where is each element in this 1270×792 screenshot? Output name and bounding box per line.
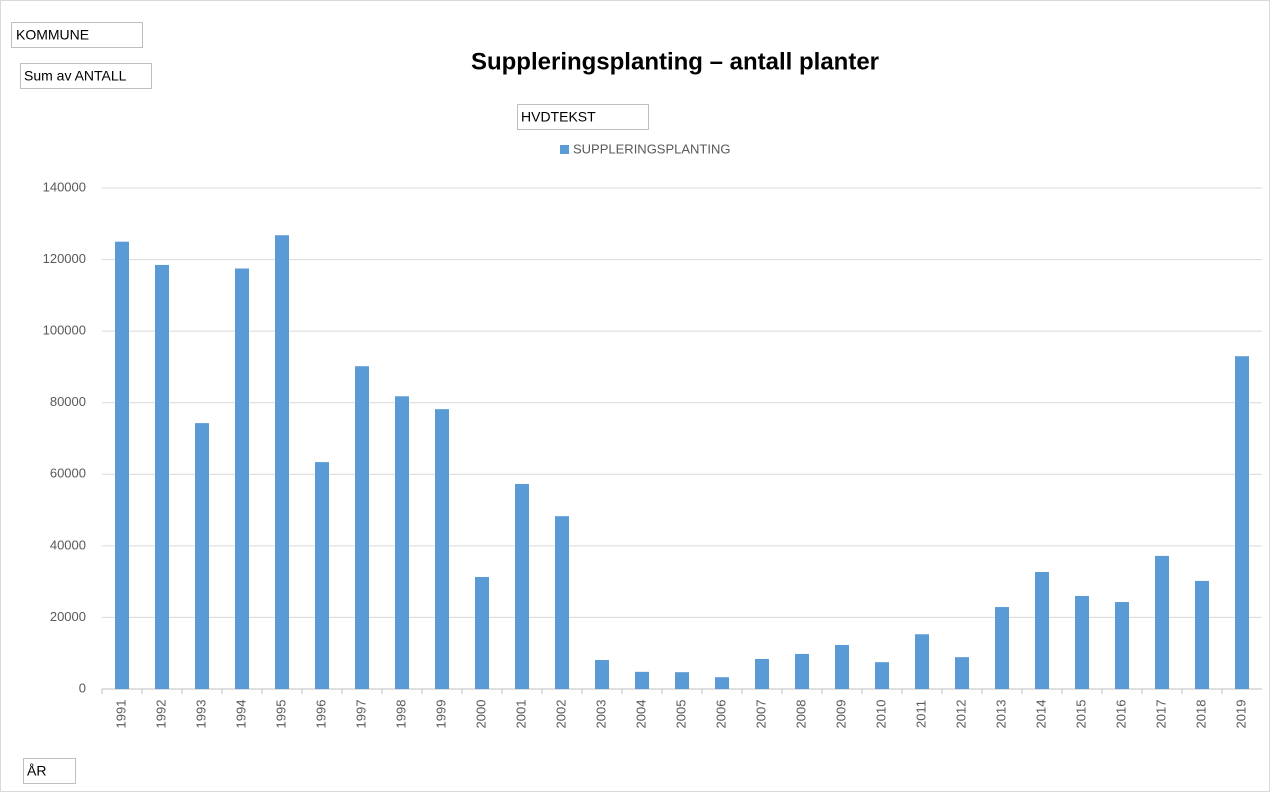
bar: [435, 409, 449, 689]
y-tick-label: 100000: [43, 323, 86, 338]
bar: [235, 268, 249, 689]
bar: [555, 516, 569, 689]
bar: [1115, 602, 1129, 689]
bar: [155, 264, 169, 689]
x-tick-label: 2015: [1073, 700, 1088, 729]
y-tick-label: 140000: [43, 179, 86, 194]
x-tick-label: 2002: [553, 700, 568, 729]
x-tick-label: 2013: [993, 700, 1008, 729]
bar: [275, 235, 289, 690]
x-tick-label: 2016: [1113, 700, 1128, 729]
y-tick-label: 60000: [50, 466, 86, 481]
bar: [915, 634, 929, 689]
x-tick-label: 2007: [753, 700, 768, 729]
x-tick-label: 2017: [1153, 700, 1168, 729]
x-tick-label: 1991: [113, 700, 128, 729]
x-tick-label: 1994: [233, 700, 248, 729]
bar: [715, 677, 729, 689]
x-tick-label: 1997: [353, 700, 368, 729]
x-tick-label: 1999: [433, 700, 448, 729]
x-tick-label: 2000: [473, 700, 488, 729]
y-tick-label: 40000: [50, 537, 86, 552]
bar: [835, 644, 849, 689]
x-tick-label: 2018: [1193, 700, 1208, 729]
bar: [1075, 595, 1089, 689]
bar: [515, 483, 529, 689]
bar: [1035, 571, 1049, 689]
bar: [315, 462, 329, 689]
x-tick-label: 2004: [633, 700, 648, 729]
bar: [795, 653, 809, 689]
x-tick-label: 2011: [913, 700, 928, 728]
bar: [355, 366, 369, 689]
x-tick-label: 2014: [1033, 700, 1048, 729]
value-field-label: Sum av ANTALL: [24, 68, 127, 84]
bar: [675, 672, 689, 689]
y-tick-label: 80000: [50, 394, 86, 409]
bar: [635, 671, 649, 689]
x-tick-label: 2008: [793, 700, 808, 729]
chart-title: Suppleringsplanting – antall planter: [471, 48, 879, 75]
x-tick-label: 1996: [313, 700, 328, 729]
bar: [1195, 580, 1209, 689]
x-tick-label: 1995: [273, 700, 288, 729]
bar: [995, 607, 1009, 689]
x-tick-label: 2010: [873, 700, 888, 729]
legend-label: SUPPLERINGSPLANTING: [573, 141, 731, 156]
bar: [955, 657, 969, 689]
x-tick-label: 2006: [713, 700, 728, 729]
legend-field-label: HVDTEKST: [521, 109, 596, 125]
x-tick-label: 1992: [153, 700, 168, 729]
x-tick-label: 1998: [393, 700, 408, 729]
bar: [395, 396, 409, 689]
bar: [595, 660, 609, 689]
legend-field-button[interactable]: [517, 104, 649, 130]
bar: [195, 423, 209, 689]
x-tick-label: 2019: [1233, 700, 1248, 729]
bar: [475, 576, 489, 689]
axis-field-label: ÅR: [27, 763, 46, 779]
x-tick-label: 2012: [953, 700, 968, 729]
filter-field-label: KOMMUNE: [16, 27, 89, 43]
bar: [875, 662, 889, 689]
legend-swatch: [560, 145, 569, 154]
x-tick-label: 1993: [193, 700, 208, 729]
x-tick-label: 2005: [673, 700, 688, 729]
filter-field-button[interactable]: [11, 22, 143, 48]
y-tick-label: 0: [79, 680, 86, 695]
bar: [1235, 356, 1249, 689]
value-field-button[interactable]: [20, 63, 152, 89]
bar: [115, 241, 129, 689]
y-tick-label: 20000: [50, 609, 86, 624]
x-tick-label: 2001: [513, 700, 528, 729]
y-tick-label: 120000: [43, 251, 86, 266]
axis-field-button[interactable]: [23, 758, 76, 784]
bar: [755, 658, 769, 689]
bar: [1155, 555, 1169, 689]
x-tick-label: 2003: [593, 700, 608, 729]
x-tick-label: 2009: [833, 700, 848, 729]
